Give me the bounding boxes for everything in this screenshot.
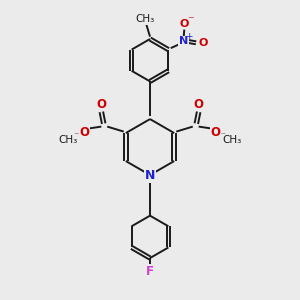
Text: +: + (185, 32, 193, 41)
Text: N: N (179, 36, 188, 46)
Text: F: F (146, 265, 154, 278)
Text: O: O (194, 98, 204, 111)
Text: O: O (198, 38, 208, 48)
Text: O: O (96, 98, 106, 111)
Text: CH₃: CH₃ (135, 14, 154, 24)
Text: CH₃: CH₃ (59, 134, 78, 145)
Text: CH₃: CH₃ (222, 134, 241, 145)
Text: N: N (145, 169, 155, 182)
Text: O: O (80, 126, 90, 139)
Text: O: O (180, 19, 189, 29)
Text: ⁻: ⁻ (188, 14, 194, 27)
Text: O: O (210, 126, 220, 139)
